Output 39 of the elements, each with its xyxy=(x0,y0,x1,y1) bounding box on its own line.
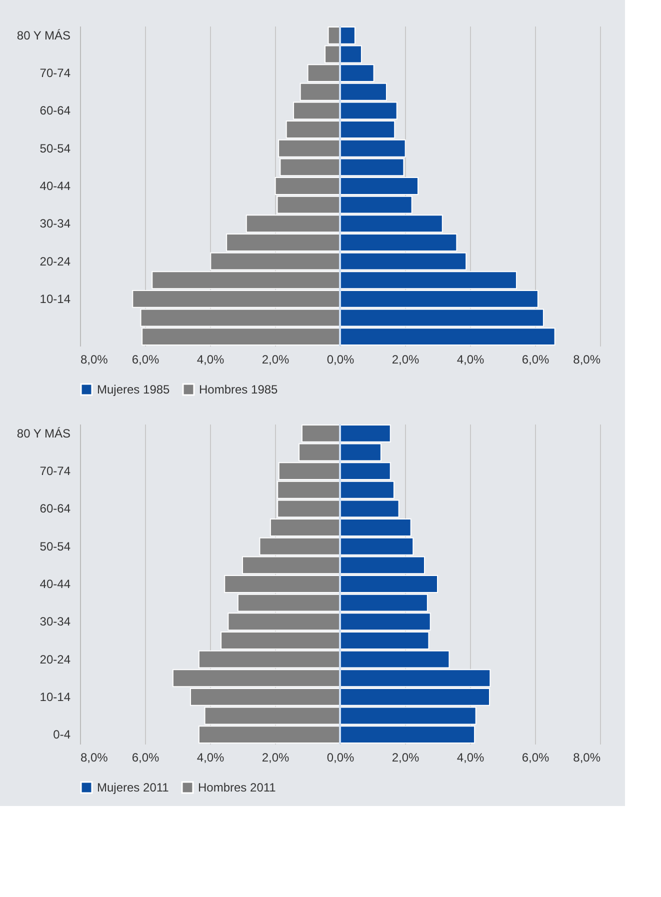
legend-label: Mujeres 2011 xyxy=(97,780,170,795)
y-tick-label: 50-54 xyxy=(40,539,71,554)
x-tick-label: 6,0% xyxy=(132,750,160,764)
legend-label: Mujeres 1985 xyxy=(97,382,170,397)
x-tick-label: 8,0% xyxy=(80,352,108,366)
x-tick-label: 4,0% xyxy=(196,750,224,764)
x-tick-label: 4,0% xyxy=(456,352,484,366)
y-tick-label: 30-34 xyxy=(40,216,71,231)
x-tick-label: 6,0% xyxy=(522,352,550,366)
x-tick-label: 2,0% xyxy=(392,750,420,764)
y-tick-label: 70-74 xyxy=(40,66,71,80)
y-tick-label: 0-4 xyxy=(53,728,71,742)
y-tick-label: 80 Y MÁS xyxy=(16,426,70,440)
y-tick-label: 10-14 xyxy=(40,690,71,704)
x-tick-label: 4,0% xyxy=(456,750,484,764)
x-tick-label: 8,0% xyxy=(573,750,601,764)
legend-label: Hombres 1985 xyxy=(199,382,278,397)
y-tick-label: 40-44 xyxy=(40,179,71,193)
y-tick-label: 30-34 xyxy=(40,614,71,629)
y-tick-label: 20-24 xyxy=(40,254,71,268)
x-tick-label: 6,0% xyxy=(522,750,550,764)
x-tick-label: 0,0% xyxy=(326,750,354,764)
x-tick-label: 2,0% xyxy=(262,750,290,764)
x-tick-label: 4,0% xyxy=(196,352,224,366)
y-tick-label: 20-24 xyxy=(40,652,71,666)
x-tick-label: 2,0% xyxy=(262,352,290,366)
x-tick-label: 8,0% xyxy=(80,750,108,764)
x-tick-label: 0,0% xyxy=(326,352,354,366)
x-tick-label: 6,0% xyxy=(132,352,160,366)
y-tick-label: 80 Y MÁS xyxy=(16,28,70,42)
y-tick-label: 60-64 xyxy=(40,502,71,516)
y-tick-label: 50-54 xyxy=(40,141,71,156)
y-tick-label: 70-74 xyxy=(40,464,71,478)
x-tick-label: 2,0% xyxy=(392,352,420,366)
x-tick-label: 8,0% xyxy=(573,352,601,366)
legend-label: Hombres 2011 xyxy=(198,780,276,795)
y-tick-label: 10-14 xyxy=(40,292,71,306)
y-tick-label: 60-64 xyxy=(40,104,71,118)
y-tick-label: 40-44 xyxy=(40,577,71,591)
